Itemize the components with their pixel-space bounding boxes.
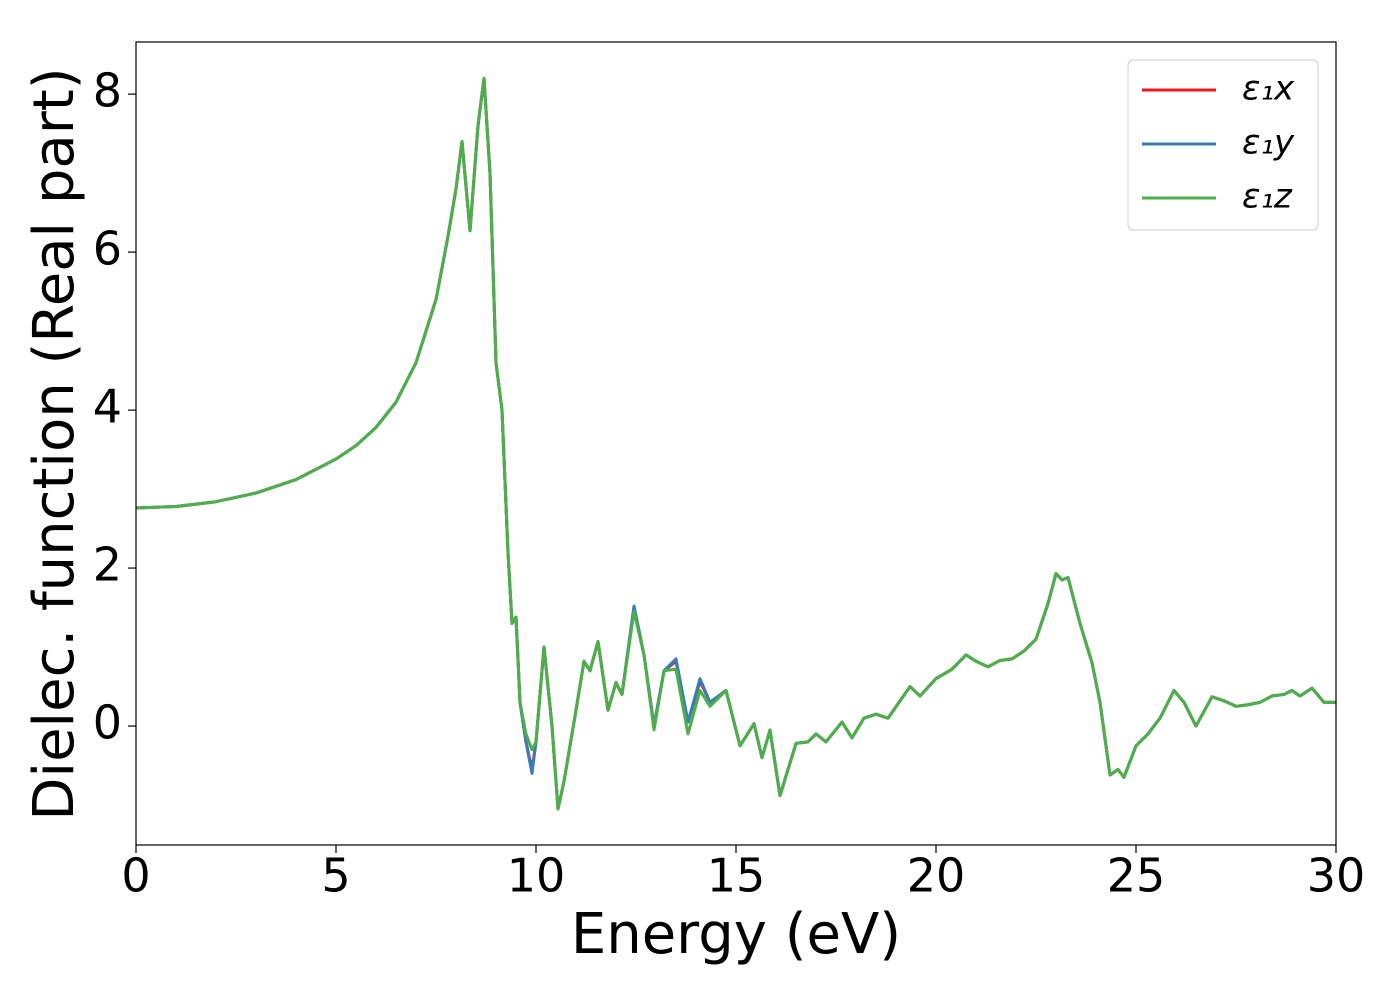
legend-label: ε₁y bbox=[1242, 123, 1295, 163]
x-tick-label: 10 bbox=[507, 849, 566, 903]
legend-box bbox=[1127, 59, 1319, 231]
y-axis-label: Dielec. function (Real part) bbox=[22, 67, 87, 820]
line bbox=[136, 76, 1336, 811]
y-tick-label: 6 bbox=[93, 222, 122, 276]
y-tick-label: 8 bbox=[93, 64, 122, 118]
y-tick-label: 4 bbox=[93, 380, 122, 434]
x-tick-label: 5 bbox=[321, 849, 350, 903]
x-tick-label: 15 bbox=[707, 849, 766, 903]
x-tick-label: 25 bbox=[1107, 849, 1166, 903]
y-tick-label: 0 bbox=[93, 696, 122, 750]
plot-frame bbox=[135, 41, 1337, 846]
x-tick-label: 20 bbox=[907, 849, 966, 903]
x-tick-label: 30 bbox=[1307, 849, 1366, 903]
x-tick-label: 0 bbox=[121, 849, 150, 903]
legend-label: ε₁z bbox=[1242, 177, 1293, 217]
legend-label: ε₁x bbox=[1242, 69, 1295, 109]
x-axis-label: Energy (eV) bbox=[571, 902, 901, 967]
y-tick-label: 2 bbox=[93, 538, 122, 592]
